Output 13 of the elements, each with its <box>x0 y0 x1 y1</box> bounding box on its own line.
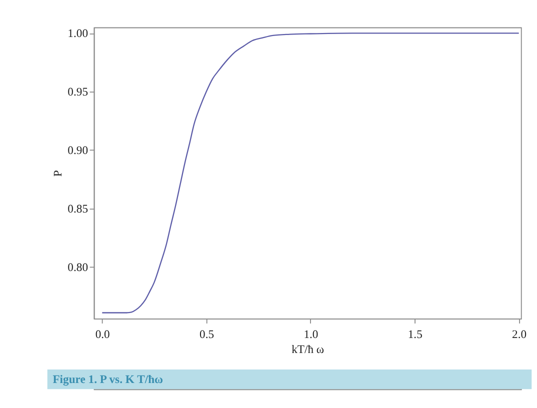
x-tick-label: 1.5 <box>408 328 423 341</box>
y-axis-title: P <box>51 170 64 177</box>
y-tick-label: 0.80 <box>68 261 88 274</box>
caption: Figure 1. P vs. K T/ħω <box>52 372 164 386</box>
x-tick-label: 0.5 <box>200 328 214 341</box>
y-tick-label: 0.85 <box>68 202 88 216</box>
x-axis-title: kT/ħ ω <box>292 342 324 356</box>
y-tick-label: 0.95 <box>68 86 88 99</box>
x-tick-label: 0.0 <box>95 328 110 341</box>
y-tick-label: 0.90 <box>68 144 88 158</box>
x-tick-label: 1.0 <box>304 328 318 341</box>
x-tick-label: 2.0 <box>512 328 527 341</box>
y-tick-label: 1.00 <box>68 27 88 40</box>
